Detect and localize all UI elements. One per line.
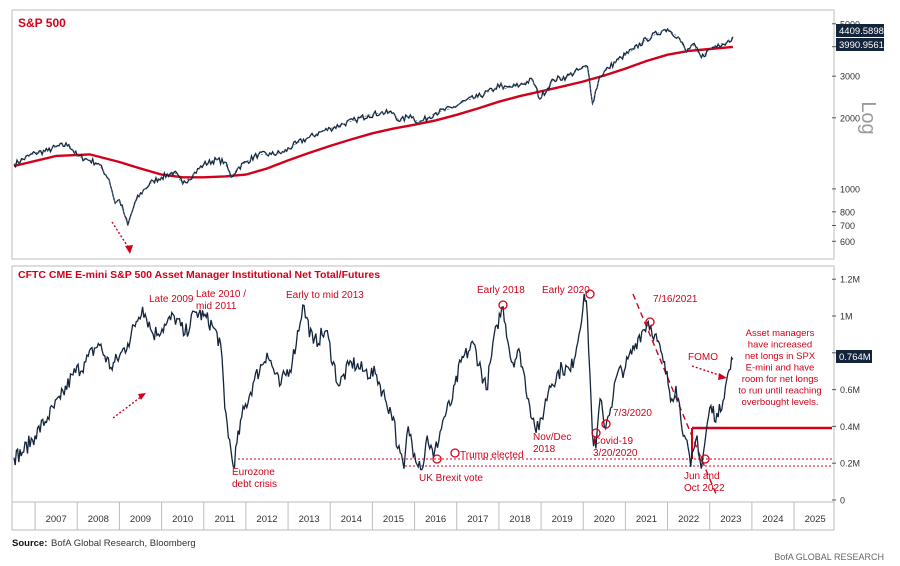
year-label: 2021 (636, 514, 657, 525)
top-y-tick-label: 800 (840, 207, 855, 217)
year-label: 2010 (172, 514, 193, 525)
asset-note-line: have increased (748, 340, 812, 351)
anno-jul-2020: 7/3/2020 (613, 408, 652, 419)
anno-early-2018: Early 2018 (477, 285, 525, 296)
anno-covid-line1: Covid-19 (593, 436, 633, 447)
arrow-heads (125, 245, 727, 400)
bottom-y-axis: 00.2M0.4M0.6M0.8M1M1.2M (832, 275, 860, 506)
top-y-tick-label: 600 (840, 237, 855, 247)
bottom-y-tick-label: 1M (840, 312, 853, 322)
last-value-tag: 0.764M (836, 350, 872, 363)
anno-brexit: UK Brexit vote (419, 473, 483, 484)
bottom-y-tick-label: 0.6M (840, 385, 860, 395)
fomo-arrow (691, 365, 723, 377)
asset-note-line: to run until reaching (738, 386, 821, 397)
top-y-tick-label: 3000 (840, 72, 860, 82)
bottom-y-tick-label: 0.4M (840, 422, 860, 432)
anno-late-2010-line1: Late 2010 / (196, 289, 246, 300)
year-label: 2023 (720, 514, 741, 525)
anno-novdec-line1: Nov/Dec (533, 432, 571, 443)
top-panel-frame (11, 9, 835, 260)
bottom-y-tick-label: 0.2M (840, 459, 860, 469)
asset-note-line: net longs in SPX (745, 351, 816, 362)
top-panel-title: S&P 500 (18, 16, 66, 30)
asset-note-line: Asset managers (746, 328, 815, 339)
jul-2021-marker (645, 317, 655, 327)
anno-eurozone-line1: Eurozone (232, 467, 275, 478)
anno-late-2010-line2: mid 2011 (196, 301, 237, 312)
recovery-arrow (112, 395, 143, 419)
brexit-marker (432, 454, 442, 464)
year-label: 2024 (762, 514, 783, 525)
year-label: 2013 (299, 514, 320, 525)
jul-2020-marker (601, 419, 611, 429)
top-y-tick-label: 700 (840, 221, 855, 231)
last-price-tag-text: 4409.5898 (839, 26, 884, 37)
anno-early-2020: Early 2020 (542, 285, 590, 296)
x-axis-years: 2007 2008 2009 2010 2011 2012 2013 2014 2015 2016… (34, 502, 826, 530)
year-label: 2022 (678, 514, 699, 525)
anno-covid-line2: 3/20/2020 (593, 448, 638, 459)
early-2018-marker (498, 300, 508, 310)
year-label: 2008 (88, 514, 109, 525)
asset-note-line: room for net longs (742, 374, 819, 385)
anno-junoct-line2: Oct 2022 (684, 483, 725, 494)
top-y-axis: 60070080010002000300040005000 (832, 19, 860, 247)
year-label: 2012 (256, 514, 277, 525)
ma-value-tag-text: 3990.9561 (839, 40, 884, 51)
bottom-panel-title: CFTC CME E-mini S&P 500 Asset Manager In… (18, 269, 380, 281)
year-label: 2009 (130, 514, 151, 525)
ma-line-series (13, 45, 734, 179)
asset-note-line: overbought levels. (741, 397, 818, 408)
year-label: 2007 (46, 514, 67, 525)
year-label: 2016 (425, 514, 446, 525)
anno-jul-2021: 7/16/2021 (653, 294, 698, 305)
last-value-tag-text: 0.764M (839, 352, 871, 363)
fomo-arrow-head (718, 373, 727, 380)
anno-eurozone-line2: debt crisis (232, 479, 277, 490)
bottom-y-tick-label: 0 (840, 496, 845, 506)
year-label: 2018 (509, 514, 530, 525)
year-label: 2020 (594, 514, 615, 525)
sp500-dotted-trend (13, 28, 734, 227)
year-label: 2025 (805, 514, 826, 525)
year-label: 2011 (215, 514, 235, 525)
jun-2022-marker (700, 454, 710, 464)
year-label: 2015 (383, 514, 404, 525)
x-axis-frame (11, 501, 835, 531)
year-label: 2019 (552, 514, 573, 525)
asset-note-line: E-mini and have (746, 363, 815, 374)
anno-fomo: FOMO (688, 352, 718, 363)
year-label: 2017 (467, 514, 488, 525)
recovery-arrow-head (138, 393, 146, 400)
anno-mid-2013: Early to mid 2013 (286, 290, 364, 301)
covid-marker (591, 428, 601, 438)
trump-marker (450, 448, 460, 458)
log-scale-label: Log (857, 101, 879, 134)
brand-label: BofA GLOBAL RESEARCH (774, 552, 884, 562)
source-text: BofA Global Research, Bloomberg (51, 538, 196, 549)
top-y-tick-label: 1000 (840, 184, 860, 194)
crash-arrow-head (125, 245, 133, 254)
bottom-y-tick-label: 1.2M (840, 275, 860, 285)
early-2020-marker (585, 289, 595, 299)
cftc-net-position-series (13, 293, 734, 471)
sp500-price-series (13, 27, 734, 226)
ma-value-tag: 3990.9561 (836, 38, 884, 51)
year-label: 2014 (341, 514, 362, 525)
annotation-arrows (111, 221, 723, 419)
source-label: Source: (12, 538, 47, 549)
top-y-tick-label: 2000 (840, 113, 860, 123)
last-price-tag: 4409.5898 (836, 24, 884, 37)
anno-novdec-line2: 2018 (533, 444, 556, 455)
anno-trump: Trump elected (460, 450, 524, 461)
anno-junoct-line1: Jun and (684, 471, 720, 482)
anno-late-2009: Late 2009 (149, 294, 194, 305)
crash-arrow (111, 221, 131, 251)
